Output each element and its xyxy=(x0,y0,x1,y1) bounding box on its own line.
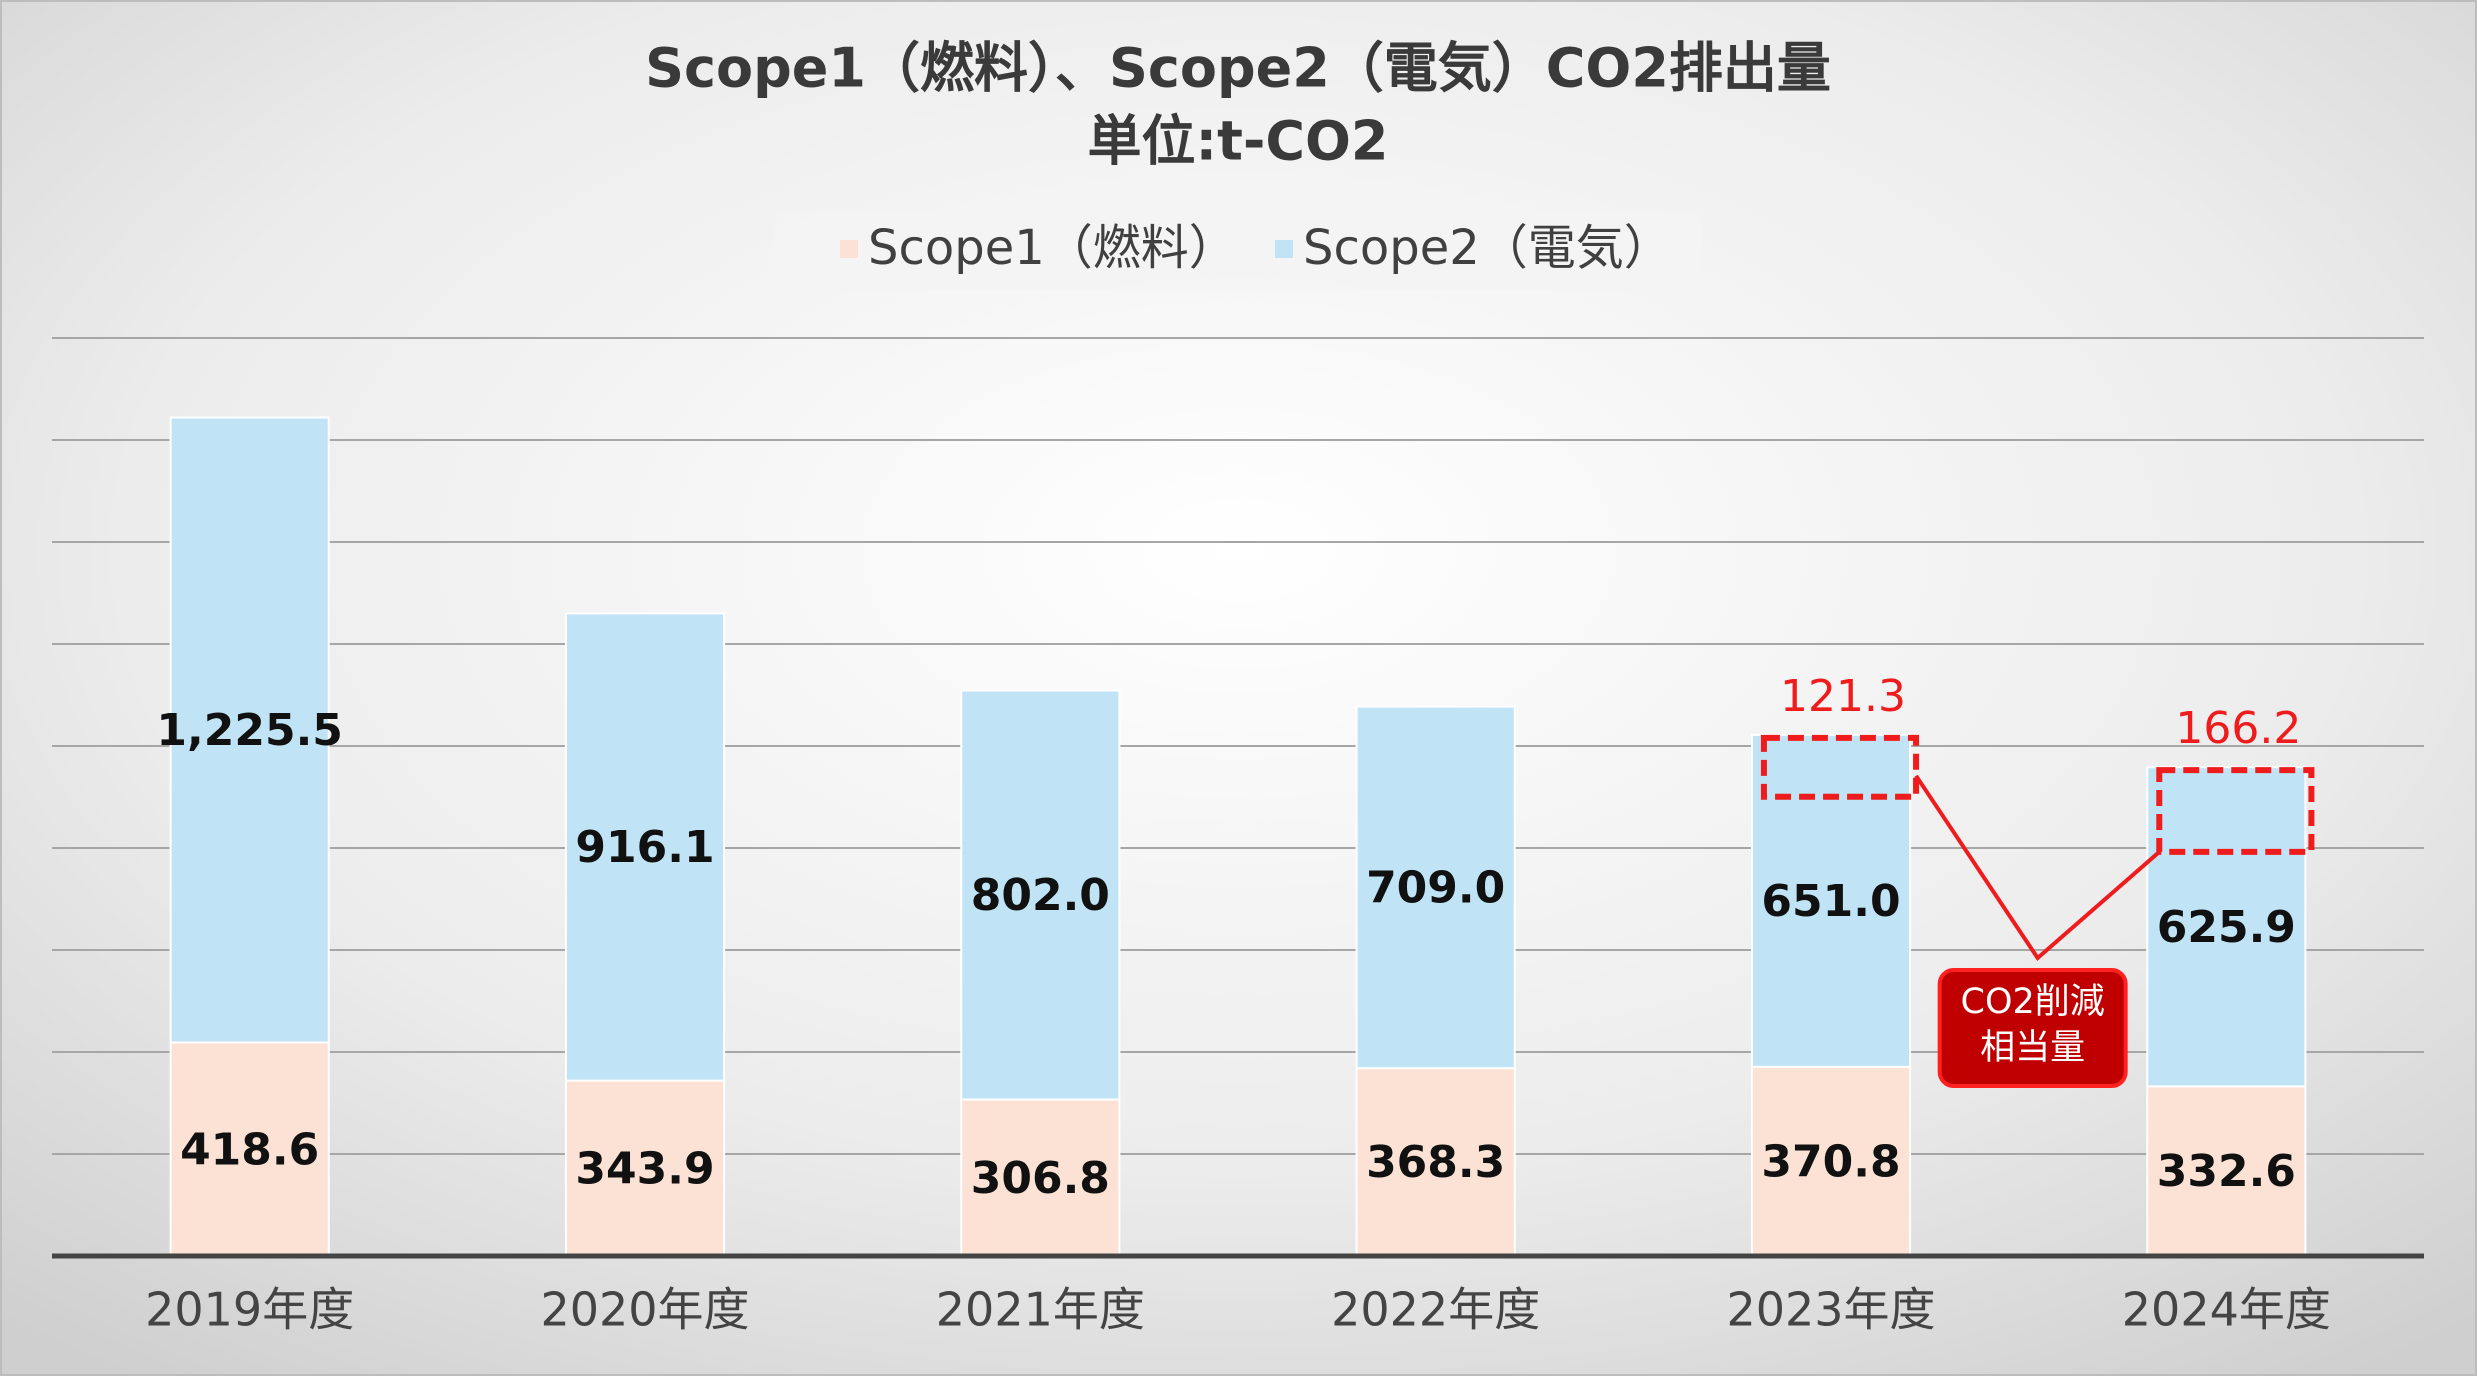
callout-text: 相当量 xyxy=(1980,1028,2085,1068)
bar-segment xyxy=(960,689,1121,1101)
data-label: 625.9 xyxy=(2157,902,2296,953)
data-label: 332.6 xyxy=(2157,1146,2296,1197)
bar-segment xyxy=(1750,733,1912,1068)
bar-segment xyxy=(2146,766,2307,1088)
data-label: 651.0 xyxy=(1761,876,1900,927)
x-tick-label: 2023年度 xyxy=(1726,1283,1935,1337)
data-label: 709.0 xyxy=(1366,862,1505,913)
chart-title: Scope1（燃料）、Scope2（電気）CO2排出量 xyxy=(645,37,1831,100)
connector xyxy=(1914,774,2161,962)
x-tick-label: 2022年度 xyxy=(1331,1283,1540,1337)
bar-segment xyxy=(169,1041,330,1258)
legend-box xyxy=(775,210,1702,290)
bar-segment xyxy=(1355,1067,1516,1257)
data-label: 418.6 xyxy=(180,1124,319,1175)
data-label: 306.8 xyxy=(971,1153,1110,1204)
legend-label: Scope2（電気） xyxy=(1303,220,1672,276)
x-tick-label: 2020年度 xyxy=(540,1283,749,1337)
data-label: 370.8 xyxy=(1761,1136,1900,1187)
reduction-box xyxy=(2156,767,2315,855)
annotation-label: 121.3 xyxy=(1780,671,1906,722)
annotation-label: 166.2 xyxy=(2175,703,2301,754)
data-label: 368.3 xyxy=(1366,1137,1505,1188)
data-label: 1,225.5 xyxy=(156,705,343,756)
legend-swatch xyxy=(1275,240,1293,258)
chart-subtitle: 単位:t-CO2 xyxy=(1088,110,1389,173)
legend-swatch xyxy=(840,240,858,258)
bar-segment xyxy=(169,416,330,1044)
reduction-box xyxy=(1760,734,1920,800)
callout-text: CO2削減 xyxy=(1961,982,2105,1022)
x-tick-label: 2019年度 xyxy=(145,1283,354,1337)
bar-segment xyxy=(1355,705,1516,1070)
bar-segment xyxy=(564,612,726,1082)
bar-segment xyxy=(2146,1085,2307,1258)
legend-label: Scope1（燃料） xyxy=(868,220,1237,276)
data-label: 802.0 xyxy=(971,870,1110,921)
x-tick-label: 2021年度 xyxy=(936,1283,1145,1337)
x-tick-label: 2024年度 xyxy=(2122,1283,2331,1337)
data-label: 343.9 xyxy=(575,1143,714,1194)
callout-box xyxy=(1937,968,2128,1088)
data-label: 916.1 xyxy=(575,822,714,873)
